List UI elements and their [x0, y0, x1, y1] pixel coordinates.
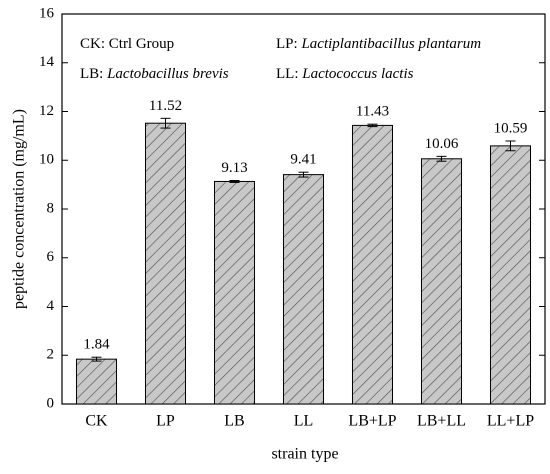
x-tick-label: CK: [85, 413, 108, 430]
annotation-abbr: LB:: [80, 66, 103, 82]
x-tick-label: LB: [224, 413, 244, 430]
annotation-abbr: LL:: [276, 66, 299, 82]
y-tick-label: 10: [39, 152, 54, 168]
annotation-text: Lactiplantibacillus plantarum: [300, 36, 481, 52]
bar: [75, 358, 118, 405]
annotation: LL: Lactococcus lactis: [276, 66, 414, 82]
annotation-text: Ctrl Group: [109, 36, 174, 52]
value-label: 11.43: [356, 104, 389, 120]
bar: [144, 122, 187, 405]
bar: [489, 145, 532, 405]
y-tick-label: 8: [47, 200, 55, 216]
value-label: 1.84: [83, 337, 110, 353]
bar: [282, 174, 325, 405]
x-tick-label: LP: [156, 413, 175, 430]
annotation-text: Lactococcus lactis: [301, 66, 413, 82]
value-label: 10.06: [425, 136, 459, 152]
x-tick-label: LL: [294, 413, 314, 430]
y-tick-label: 14: [39, 54, 55, 70]
annotation-abbr: LP:: [276, 36, 298, 52]
y-tick-label: 6: [47, 249, 55, 265]
annotation-text: Lactobacillus brevis: [106, 66, 229, 82]
value-label: 10.59: [494, 120, 528, 136]
bar: [213, 180, 256, 405]
bar: [420, 158, 463, 405]
x-tick-label: LB+LP: [348, 413, 396, 430]
y-tick-label: 12: [39, 103, 54, 119]
y-tick-label: 2: [47, 347, 55, 363]
bar: [351, 124, 394, 405]
annotation: CK: Ctrl Group: [80, 36, 174, 52]
y-tick-label: 4: [47, 298, 55, 314]
value-label: 9.13: [221, 160, 247, 176]
value-label: 9.41: [290, 152, 316, 168]
y-tick-label: 16: [39, 5, 55, 21]
y-tick-label: 0: [47, 395, 55, 411]
y-axis-label: peptide concentration (mg/mL): [11, 109, 28, 309]
x-axis-label: strain type: [271, 446, 338, 463]
value-label: 11.52: [149, 98, 182, 114]
x-tick-label: LB+LL: [417, 413, 466, 430]
x-tick-label: LL+LP: [487, 413, 534, 430]
annotation: LP: Lactiplantibacillus plantarum: [276, 36, 481, 52]
annotation-abbr: CK:: [80, 36, 105, 52]
annotation: LB: Lactobacillus brevis: [80, 66, 229, 82]
